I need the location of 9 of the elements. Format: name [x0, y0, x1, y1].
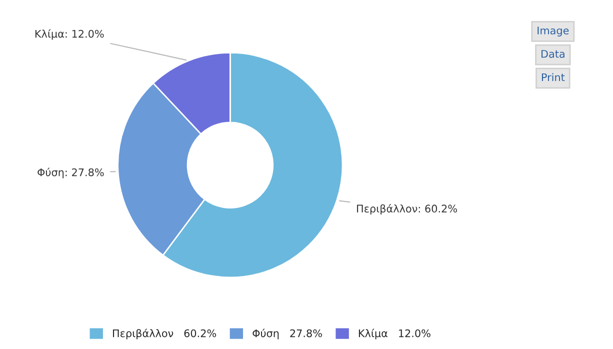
legend-label: Φύση 27.8%: [252, 328, 322, 340]
text: Image: [538, 26, 569, 36]
slice-label: Περιβάλλον: 60.2%: [357, 204, 457, 215]
text: Data: [542, 50, 564, 58]
legend-label: Περιβάλλον 60.2%: [113, 328, 216, 340]
legend-label: Κλίμα 12.0%: [358, 328, 430, 340]
slice-label: Κλίμα: 12.0%: [35, 29, 104, 40]
slice-label: Φύση: 27.8%: [38, 168, 104, 178]
text: Print: [542, 73, 565, 82]
